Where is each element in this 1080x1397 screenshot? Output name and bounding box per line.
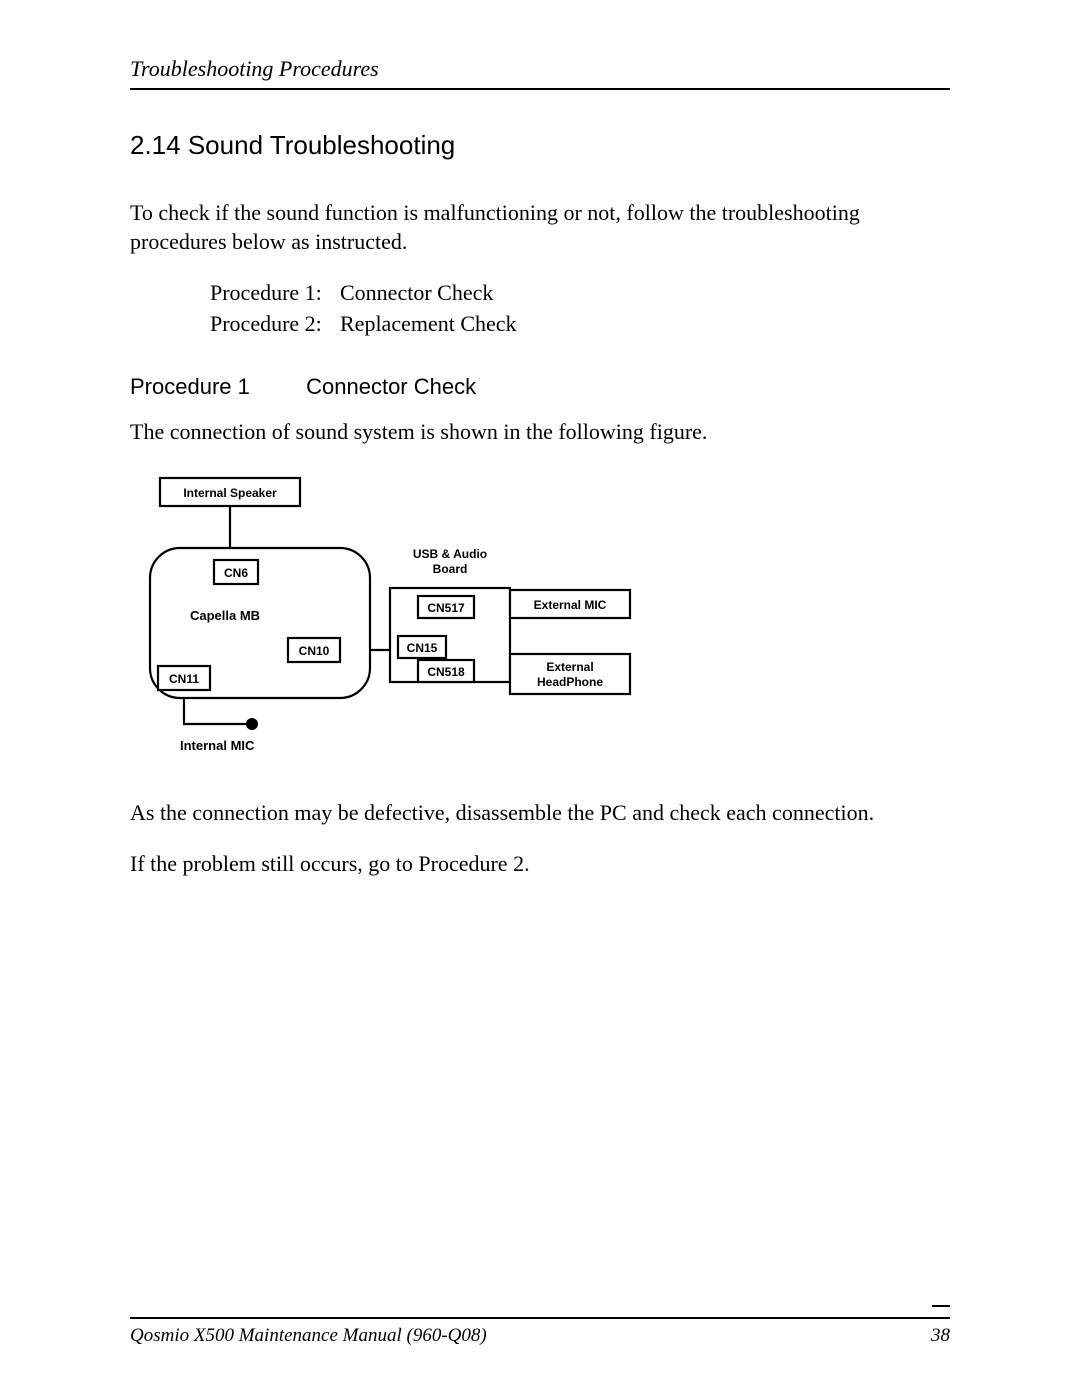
svg-text:Internal MIC: Internal MIC bbox=[180, 738, 255, 753]
svg-text:CN11: CN11 bbox=[169, 672, 199, 686]
procedure-1-title: Connector Check bbox=[306, 374, 476, 399]
procedure-1-after-2: If the problem still occurs, go to Proce… bbox=[130, 850, 950, 879]
procedure-list-label: Procedure 2: bbox=[210, 309, 340, 340]
svg-text:Capella MB: Capella MB bbox=[190, 608, 260, 623]
section-title: Sound Troubleshooting bbox=[188, 130, 455, 160]
procedure-1-heading: Procedure 1 Connector Check bbox=[130, 374, 950, 400]
svg-text:External MIC: External MIC bbox=[534, 598, 607, 612]
procedure-1-label: Procedure 1 bbox=[130, 374, 300, 400]
footer-manual-title: Qosmio X500 Maintenance Manual (960-Q08) bbox=[130, 1325, 487, 1347]
section-heading: 2.14 Sound Troubleshooting bbox=[130, 130, 950, 161]
svg-text:External: External bbox=[546, 660, 593, 674]
svg-text:CN517: CN517 bbox=[427, 601, 465, 615]
svg-text:CN6: CN6 bbox=[224, 566, 248, 580]
procedure-list: Procedure 1: Connector Check Procedure 2… bbox=[130, 278, 950, 340]
footer-page-number: 38 bbox=[931, 1325, 950, 1347]
procedure-list-label: Procedure 1: bbox=[210, 278, 340, 309]
procedure-list-name: Replacement Check bbox=[340, 309, 517, 340]
footer-tick bbox=[932, 1305, 950, 1313]
svg-text:HeadPhone: HeadPhone bbox=[537, 675, 603, 689]
svg-text:CN15: CN15 bbox=[407, 641, 438, 655]
header-rule bbox=[130, 88, 950, 90]
procedure-1-intro: The connection of sound system is shown … bbox=[130, 418, 950, 447]
procedure-list-item: Procedure 1: Connector Check bbox=[210, 278, 950, 309]
svg-text:Internal Speaker: Internal Speaker bbox=[183, 486, 277, 500]
procedure-list-item: Procedure 2: Replacement Check bbox=[210, 309, 950, 340]
procedure-list-name: Connector Check bbox=[340, 278, 493, 309]
procedure-1-after-1: As the connection may be defective, disa… bbox=[130, 799, 950, 828]
connection-diagram: Internal Speaker Capella MB CN6 CN10 CN11 USB… bbox=[130, 468, 950, 773]
svg-text:CN10: CN10 bbox=[299, 644, 330, 658]
footer-rule bbox=[130, 1317, 950, 1319]
running-header: Troubleshooting Procedures bbox=[130, 56, 950, 82]
section-number: 2.14 bbox=[130, 130, 181, 160]
svg-text:Board: Board bbox=[433, 562, 468, 576]
section-intro: To check if the sound function is malfun… bbox=[130, 199, 950, 256]
svg-text:CN518: CN518 bbox=[427, 665, 465, 679]
page-footer: Qosmio X500 Maintenance Manual (960-Q08)… bbox=[130, 1305, 950, 1347]
svg-text:USB & Audio: USB & Audio bbox=[413, 547, 487, 561]
